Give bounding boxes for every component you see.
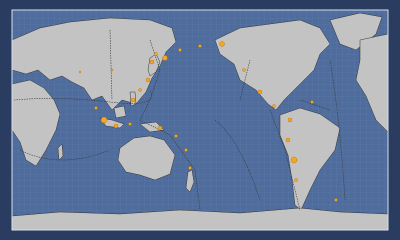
australia xyxy=(117,135,176,181)
earthquake xyxy=(184,148,188,152)
africa xyxy=(12,79,61,167)
earthquake xyxy=(188,166,192,170)
earthquake xyxy=(174,134,178,138)
earthquake xyxy=(257,89,263,95)
earthquakes xyxy=(78,41,338,202)
antarctica xyxy=(12,207,388,230)
madagascar xyxy=(57,143,64,161)
earthquake xyxy=(310,100,314,104)
earthquake xyxy=(128,122,132,126)
earthquake xyxy=(219,41,225,47)
south-america xyxy=(279,107,341,211)
greenland xyxy=(329,12,383,51)
earthquake xyxy=(290,156,298,164)
borneo xyxy=(113,105,127,119)
europe-africa-east xyxy=(355,33,388,133)
earthquake xyxy=(162,55,168,61)
earthquake xyxy=(149,59,155,65)
earthquake xyxy=(287,117,293,123)
earthquake xyxy=(285,137,291,143)
north-america xyxy=(214,19,331,111)
earthquake xyxy=(334,198,338,202)
earthquake xyxy=(130,97,136,103)
earthquake xyxy=(198,44,202,48)
earthquake xyxy=(94,106,98,110)
earthquake xyxy=(242,68,246,72)
map-frame xyxy=(11,9,389,231)
earthquake xyxy=(294,178,298,182)
earthquake xyxy=(157,125,163,131)
earthquake xyxy=(154,52,158,56)
plate-boundaries xyxy=(13,29,346,211)
earthquake xyxy=(113,123,119,129)
map-area xyxy=(12,10,388,230)
eurasia xyxy=(12,17,177,111)
earthquake xyxy=(178,48,182,52)
earthquake xyxy=(100,116,108,124)
earthquake xyxy=(145,77,151,83)
earthquake xyxy=(110,68,114,72)
new-zealand xyxy=(185,169,195,193)
earthquake xyxy=(138,88,142,92)
earthquake xyxy=(272,104,276,108)
new-guinea xyxy=(139,121,165,133)
earthquake xyxy=(78,70,82,74)
